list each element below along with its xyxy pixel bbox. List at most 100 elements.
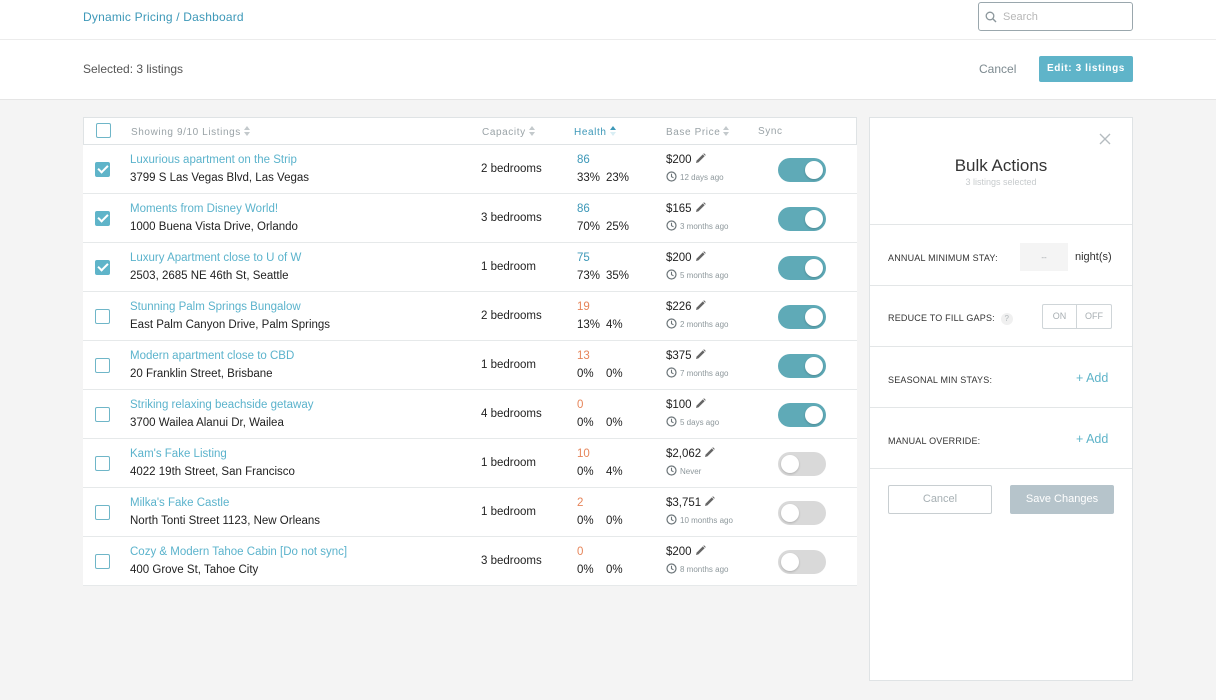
last-updated-text: 12 days ago bbox=[680, 173, 724, 182]
sync-toggle[interactable] bbox=[778, 158, 826, 182]
search-input[interactable] bbox=[1003, 8, 1128, 26]
listing-title-link[interactable]: Kam's Fake Listing bbox=[130, 448, 227, 460]
toggle-knob bbox=[805, 308, 823, 326]
base-price: $3,751 bbox=[666, 496, 715, 509]
toggle-knob bbox=[805, 357, 823, 375]
row-checkbox[interactable] bbox=[95, 407, 110, 422]
base-price: $2,062 bbox=[666, 447, 715, 460]
sync-toggle[interactable] bbox=[778, 305, 826, 329]
column-header-label: Health bbox=[574, 127, 607, 138]
annual-min-stay-label: ANNUAL MINIMUM STAY: bbox=[888, 253, 998, 263]
table-row: Modern apartment close to CBD 20 Franklin… bbox=[83, 341, 857, 390]
row-checkbox[interactable] bbox=[95, 554, 110, 569]
add-seasonal-min-stay-button[interactable]: + Add bbox=[1076, 371, 1109, 385]
pencil-icon[interactable] bbox=[695, 300, 706, 311]
base-price-value: $200 bbox=[666, 154, 692, 166]
listing-title-link[interactable]: Cozy & Modern Tahoe Cabin [Do not sync] bbox=[130, 546, 348, 558]
occupancy-value: 23% bbox=[606, 172, 630, 184]
listing-title-link[interactable]: Luxurious apartment on the Strip bbox=[130, 154, 297, 166]
clock-icon bbox=[666, 318, 677, 329]
clock-icon bbox=[666, 465, 677, 476]
listing-title-link[interactable]: Moments from Disney World! bbox=[130, 203, 279, 215]
row-checkbox[interactable] bbox=[95, 211, 110, 226]
column-header-sync: Sync bbox=[758, 126, 783, 137]
annual-min-stay-input[interactable] bbox=[1020, 243, 1068, 271]
help-icon[interactable]: ? bbox=[1000, 313, 1013, 325]
pencil-icon[interactable] bbox=[695, 349, 706, 360]
column-header-listings[interactable]: Showing 9/10 Listings bbox=[131, 126, 251, 138]
sync-toggle[interactable] bbox=[778, 501, 826, 525]
save-changes-button[interactable]: Save Changes bbox=[1010, 485, 1114, 514]
sync-toggle[interactable] bbox=[778, 256, 826, 280]
pencil-icon[interactable] bbox=[695, 202, 706, 213]
reduce-gaps-toggle[interactable]: ON OFF bbox=[1042, 304, 1112, 329]
occupancy-value: 4% bbox=[606, 319, 623, 331]
last-updated: 3 months ago bbox=[666, 220, 728, 231]
base-price: $100 bbox=[666, 398, 706, 411]
pencil-icon[interactable] bbox=[695, 398, 706, 409]
column-header-health[interactable]: Health bbox=[574, 126, 617, 138]
listing-title-link[interactable]: Milka's Fake Castle bbox=[130, 497, 230, 509]
edit-listings-button[interactable]: Edit: 3 listings bbox=[1039, 56, 1133, 82]
breadcrumb[interactable]: Dynamic Pricing / Dashboard bbox=[83, 10, 244, 24]
sync-toggle[interactable] bbox=[778, 354, 826, 378]
last-updated-text: 3 months ago bbox=[680, 222, 729, 231]
close-icon[interactable] bbox=[1099, 133, 1111, 145]
sync-toggle[interactable] bbox=[778, 550, 826, 574]
occupancy-value: 35% bbox=[606, 270, 630, 282]
select-all-checkbox[interactable] bbox=[96, 123, 111, 138]
pencil-icon[interactable] bbox=[695, 251, 706, 262]
pencil-icon[interactable] bbox=[704, 496, 715, 507]
panel-cancel-button[interactable]: Cancel bbox=[888, 485, 992, 514]
base-price-value: $200 bbox=[666, 252, 692, 264]
row-checkbox[interactable] bbox=[95, 358, 110, 373]
sync-toggle[interactable] bbox=[778, 207, 826, 231]
nights-label: night(s) bbox=[1075, 251, 1112, 263]
on-option[interactable]: ON bbox=[1043, 305, 1077, 328]
listing-address: North Tonti Street 1123, New Orleans bbox=[130, 515, 321, 527]
row-checkbox[interactable] bbox=[95, 309, 110, 324]
last-updated-text: 5 days ago bbox=[680, 418, 720, 427]
occupancy-value: 0% bbox=[606, 564, 623, 576]
toggle-knob bbox=[805, 161, 823, 179]
pencil-icon[interactable] bbox=[704, 447, 715, 458]
search-icon bbox=[985, 11, 997, 23]
occupancy-value: 0% bbox=[577, 564, 594, 576]
row-checkbox[interactable] bbox=[95, 162, 110, 177]
reduce-gaps-label-text: REDUCE TO FILL GAPS: bbox=[888, 313, 995, 323]
clock-icon bbox=[666, 563, 677, 574]
panel-subtitle: 3 listings selected bbox=[965, 177, 1037, 187]
listing-address: 20 Franklin Street, Brisbane bbox=[130, 368, 273, 380]
table-row: Moments from Disney World! 1000 Buena Vis… bbox=[83, 194, 857, 243]
search-box[interactable] bbox=[978, 2, 1133, 31]
cancel-selection-button[interactable]: Cancel bbox=[979, 62, 1017, 76]
pencil-icon[interactable] bbox=[695, 545, 706, 556]
clock-icon bbox=[666, 416, 677, 427]
base-price: $200 bbox=[666, 251, 706, 264]
last-updated-text: 2 months ago bbox=[680, 320, 729, 329]
base-price: $200 bbox=[666, 153, 706, 166]
last-updated-text: 5 months ago bbox=[680, 271, 729, 280]
listing-title-link[interactable]: Luxury Apartment close to U of W bbox=[130, 252, 302, 264]
sync-toggle[interactable] bbox=[778, 452, 826, 476]
row-checkbox[interactable] bbox=[95, 505, 110, 520]
listing-capacity: 3 bedrooms bbox=[481, 212, 542, 224]
row-checkbox[interactable] bbox=[95, 456, 110, 471]
sync-toggle[interactable] bbox=[778, 403, 826, 427]
occupancy-value: 0% bbox=[606, 368, 623, 380]
listing-title-link[interactable]: Stunning Palm Springs Bungalow bbox=[130, 301, 301, 313]
add-manual-override-button[interactable]: + Add bbox=[1076, 432, 1109, 446]
table-header: Showing 9/10 Listings Capacity Health Ba… bbox=[83, 117, 857, 145]
listing-title-link[interactable]: Modern apartment close to CBD bbox=[130, 350, 295, 362]
listing-capacity: 4 bedrooms bbox=[481, 408, 542, 420]
column-header-base-price[interactable]: Base Price bbox=[666, 126, 730, 138]
listing-title-link[interactable]: Striking relaxing beachside getaway bbox=[130, 399, 314, 411]
off-option[interactable]: OFF bbox=[1085, 311, 1103, 321]
column-header-capacity[interactable]: Capacity bbox=[482, 126, 536, 138]
occupancy-value: 0% bbox=[606, 417, 623, 429]
health-score: 0 bbox=[577, 546, 584, 558]
listing-capacity: 1 bedroom bbox=[481, 261, 536, 273]
row-checkbox[interactable] bbox=[95, 260, 110, 275]
health-score: 13 bbox=[577, 350, 590, 362]
pencil-icon[interactable] bbox=[695, 153, 706, 164]
